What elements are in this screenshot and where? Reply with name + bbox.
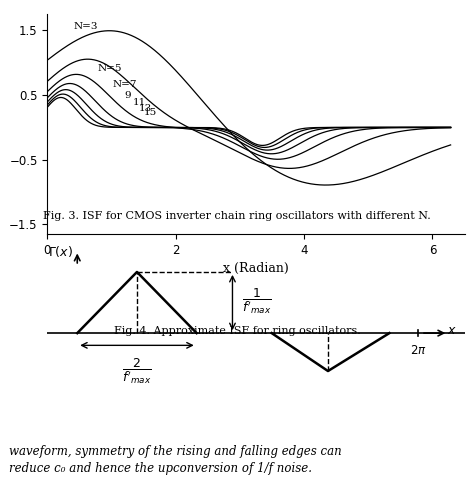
Text: 9: 9 — [124, 91, 131, 100]
Text: N=7: N=7 — [113, 80, 137, 89]
Text: reduce c₀ and hence the upconversion of 1/f noise.: reduce c₀ and hence the upconversion of … — [9, 462, 312, 475]
Y-axis label: ISF: ISF — [0, 113, 4, 135]
Text: N=3: N=3 — [73, 22, 98, 31]
Text: $\Gamma(x)$: $\Gamma(x)$ — [48, 243, 73, 259]
Text: $2\pi$: $2\pi$ — [410, 344, 427, 357]
Text: 11: 11 — [133, 98, 146, 108]
Text: waveform, symmetry of the rising and falling edges can: waveform, symmetry of the rising and fal… — [9, 445, 342, 458]
X-axis label: x (Radian): x (Radian) — [223, 262, 289, 275]
Text: N=5: N=5 — [98, 64, 122, 73]
Text: Fig. 3. ISF for CMOS inverter chain ring oscillators with different N.: Fig. 3. ISF for CMOS inverter chain ring… — [43, 211, 431, 221]
Text: 15: 15 — [144, 108, 157, 117]
Text: 13: 13 — [139, 104, 153, 113]
Text: Fig. 4. Approximate ISF for ring oscillators.: Fig. 4. Approximate ISF for ring oscilla… — [114, 326, 360, 336]
Text: $\dfrac{2}{f'_{max}}$: $\dfrac{2}{f'_{max}}$ — [122, 356, 152, 386]
Text: $\dfrac{1}{f'_{max}}$: $\dfrac{1}{f'_{max}}$ — [242, 287, 272, 316]
Text: $x$: $x$ — [447, 324, 456, 337]
